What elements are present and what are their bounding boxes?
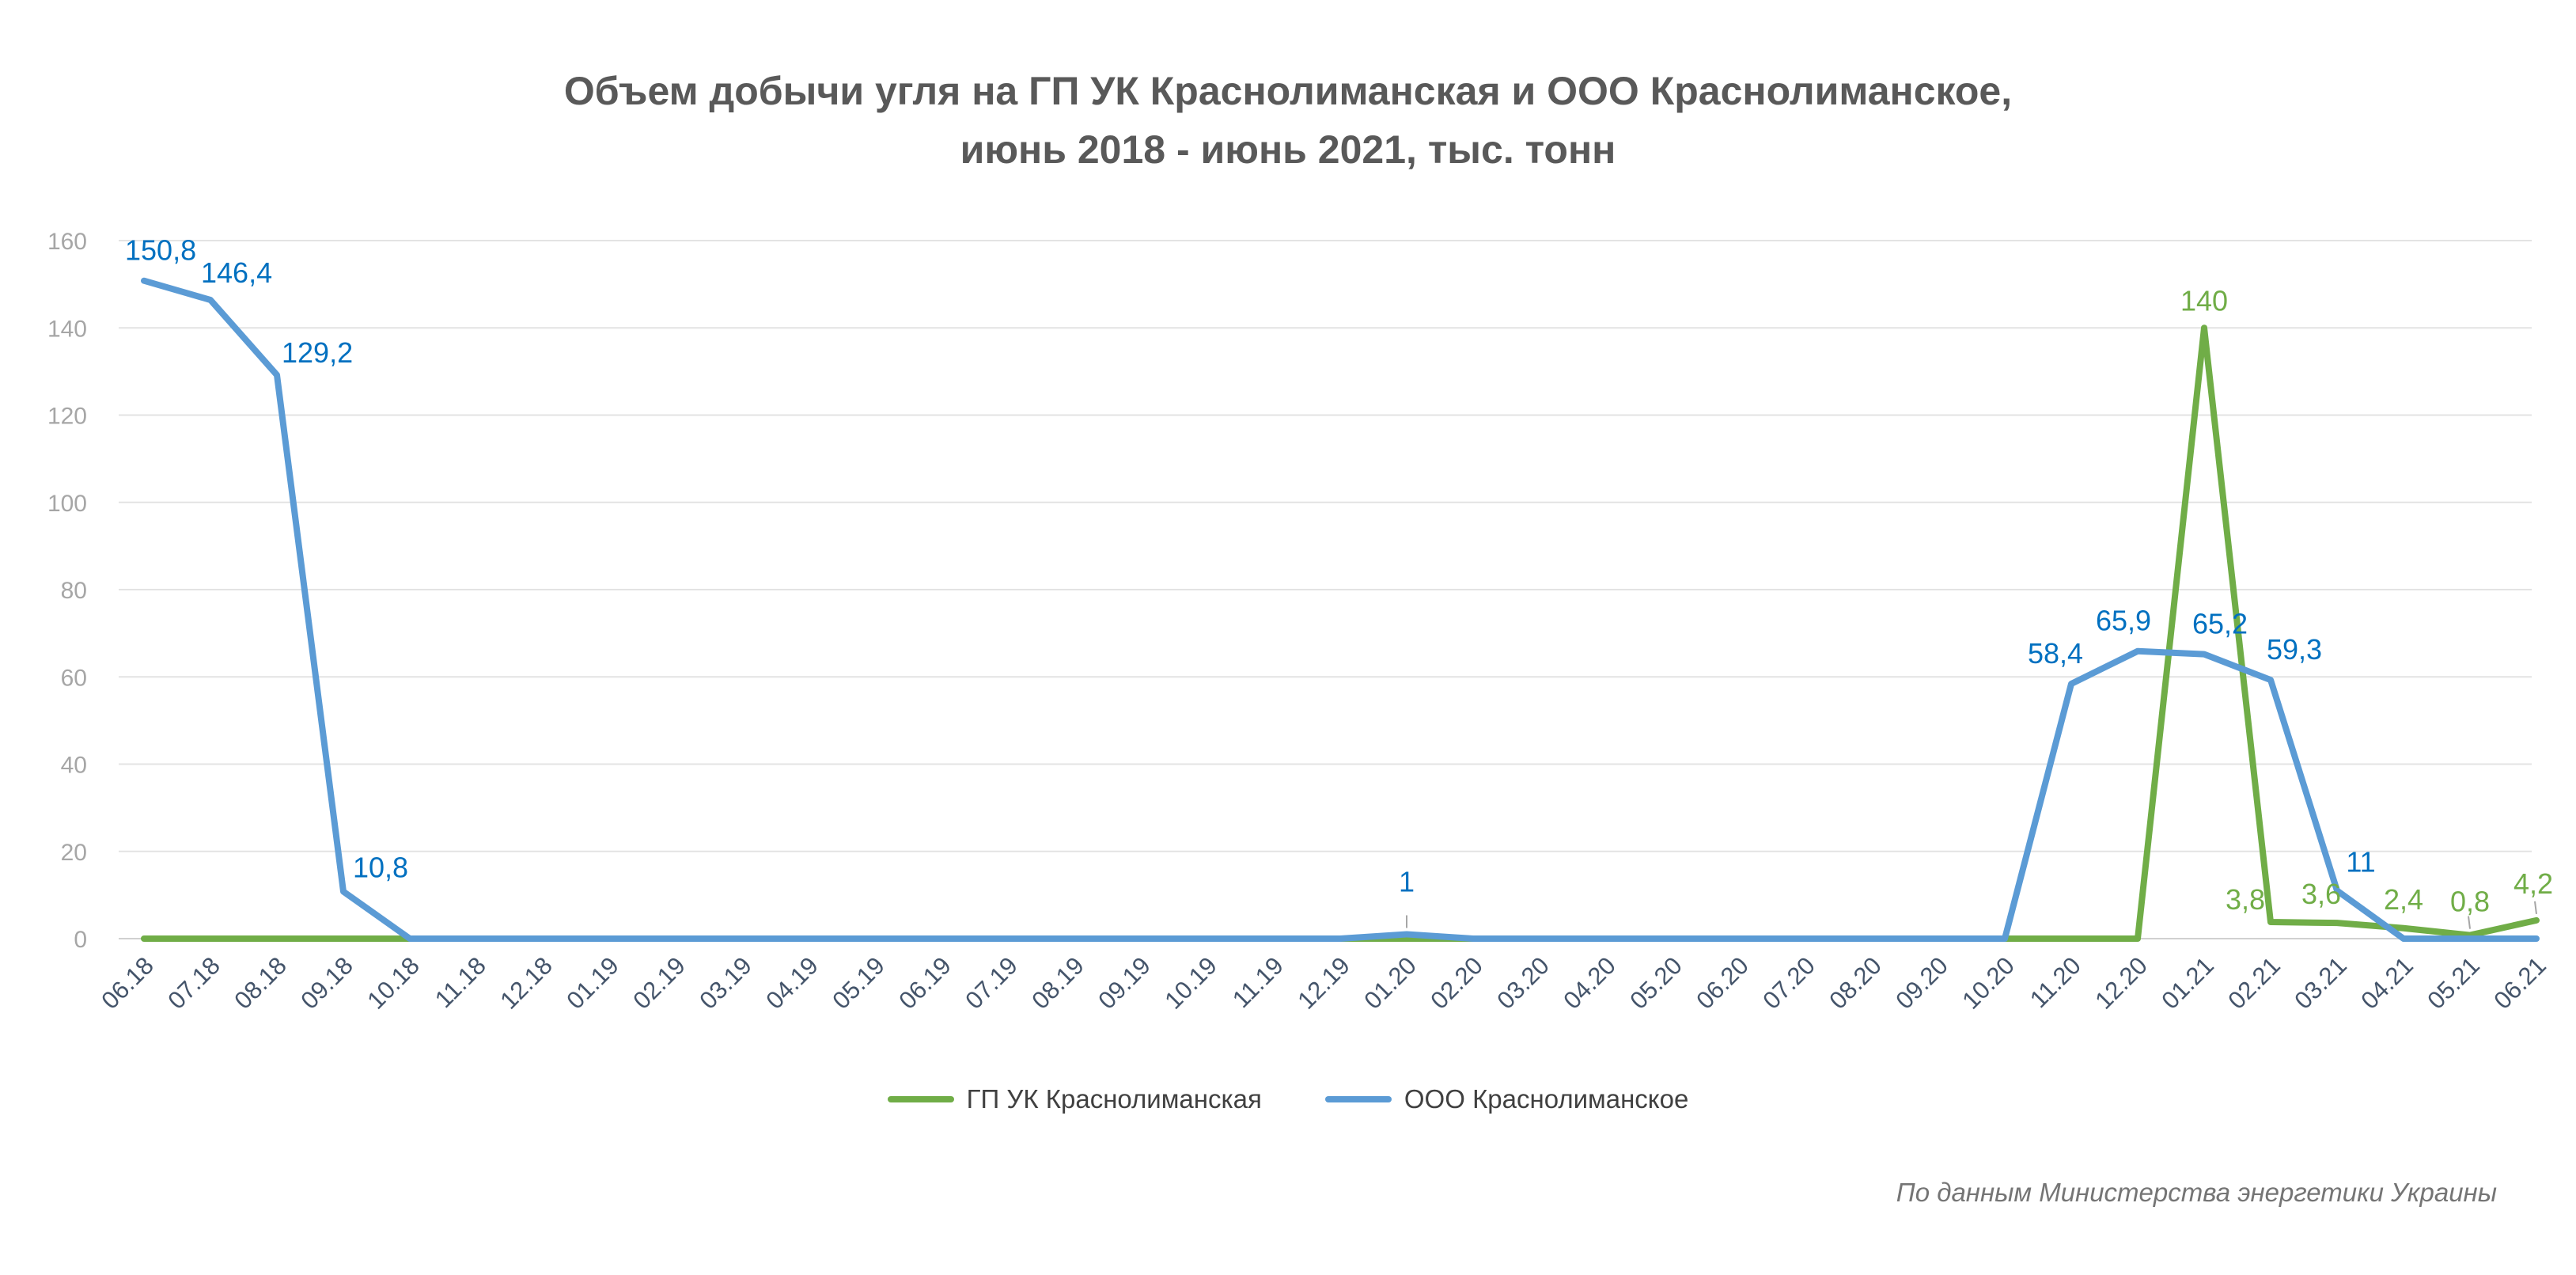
leader-line [2534,901,2537,914]
data-label-blue-1: 146,4 [201,256,272,289]
y-tick-label: 60 [61,665,87,691]
x-tick-label: 02.19 [627,951,691,1015]
data-label-blue-33: 11 [2346,845,2375,878]
data-label-green-36: 4,2 [2513,867,2553,900]
legend-label-green: ГП УК Краснолиманская [966,1084,1262,1114]
series-line-green [141,324,2540,942]
x-tick-label: 03.19 [694,951,757,1015]
x-tick-label: 12.18 [494,951,558,1015]
data-label-blue-31: 65,2 [2192,608,2248,640]
x-tick-label: 08.18 [229,951,292,1015]
x-tick-label: 01.19 [561,951,624,1015]
y-axis-labels: 0 20 40 60 80 100 120 140 160 [47,229,87,953]
x-tick-label: 11.20 [2025,951,2086,1013]
x-tick-label: 11.18 [430,951,491,1013]
data-label-green-33: 3,6 [2301,878,2341,910]
legend-swatch-green [887,1096,954,1102]
series-layer [141,277,2540,942]
chart-legend: ГП УК Краснолиманская ООО Краснолиманско… [0,1084,2576,1114]
data-label-blue-30: 65,9 [2096,605,2151,637]
x-tick-label: 07.18 [162,951,225,1015]
y-tick-label: 140 [47,316,87,342]
x-tick-label: 04.20 [1558,951,1621,1015]
x-tick-label: 12.19 [1292,951,1355,1015]
x-tick-label: 09.18 [295,951,358,1015]
legend-item-green[interactable]: ГП УК Краснолиманская [887,1084,1262,1114]
data-label-blue-32: 59,3 [2267,633,2322,666]
y-tick-label: 100 [47,491,87,517]
legend-item-blue[interactable]: ООО Краснолиманское [1324,1084,1689,1114]
x-tick-label: 05.20 [1624,951,1688,1015]
data-label-blue-3: 10,8 [353,851,408,883]
data-label-green-32: 3,8 [2226,883,2265,916]
legend-swatch-blue [1324,1096,1392,1102]
x-tick-label: 10.19 [1159,951,1222,1015]
x-tick-label: 06.20 [1691,951,1754,1015]
y-tick-label: 80 [61,578,87,604]
x-tick-label: 01.20 [1358,951,1422,1015]
data-label-green-35: 0,8 [2450,886,2490,918]
x-tick-label: 10.18 [362,951,425,1015]
data-label-blue-2: 129,2 [282,336,353,369]
x-tick-label: 02.20 [1425,951,1488,1015]
y-tick-label: 40 [61,753,87,779]
data-label-green-34: 2,4 [2384,883,2423,916]
y-tick-label: 120 [47,404,87,430]
legend-label-blue: ООО Краснолиманское [1404,1084,1689,1114]
x-tick-label: 04.21 [2355,951,2419,1015]
data-label-green-31: 140 [2180,284,2228,317]
y-tick-label: 160 [47,229,87,255]
x-tick-label: 03.21 [2289,951,2352,1015]
x-tick-label: 02.21 [2222,951,2286,1015]
x-tick-label: 05.19 [827,951,890,1015]
source-note: По данным Министерства энергетики Украин… [1896,1178,2497,1207]
data-label-blue-0: 150,8 [125,234,196,267]
x-tick-label: 10.20 [1957,951,2020,1015]
x-tick-label: 07.19 [960,951,1023,1015]
x-tick-label: 06.21 [2488,951,2551,1015]
series-line-blue [141,277,2540,942]
x-axis-labels: 06.18 07.18 08.18 09.18 10.18 11.18 12.18 01.19… [96,951,2551,1015]
x-tick-label: 08.20 [1824,951,1887,1015]
x-tick-label: 03.20 [1491,951,1555,1015]
x-tick-label: 12.20 [2089,951,2153,1015]
x-tick-label: 01.21 [2156,951,2219,1015]
x-tick-label: 05.21 [2422,951,2485,1015]
data-label-blue-19: 1 [1399,865,1415,897]
x-tick-label: 11.19 [1227,951,1289,1013]
grid-layer [119,240,2532,939]
x-tick-label: 07.20 [1757,951,1820,1015]
chart-title: Объем добычи угля на ГП УК Краснолиманск… [0,62,2576,179]
x-tick-label: 04.19 [760,951,824,1015]
x-tick-label: 09.19 [1093,951,1156,1015]
x-tick-label: 09.20 [1890,951,1953,1015]
data-label-blue-29: 58,4 [2028,637,2083,670]
chart-title-line-2: июнь 2018 - июнь 2021, тыс. тонн [960,127,1616,172]
chart-title-line-1: Объем добычи угля на ГП УК Краснолиманск… [563,69,2013,113]
y-tick-label: 0 [74,927,87,953]
x-tick-label: 06.18 [96,951,159,1015]
x-tick-label: 06.19 [893,951,957,1015]
x-tick-label: 08.19 [1026,951,1089,1015]
leader-line [2468,916,2471,929]
y-tick-label: 20 [61,840,87,866]
